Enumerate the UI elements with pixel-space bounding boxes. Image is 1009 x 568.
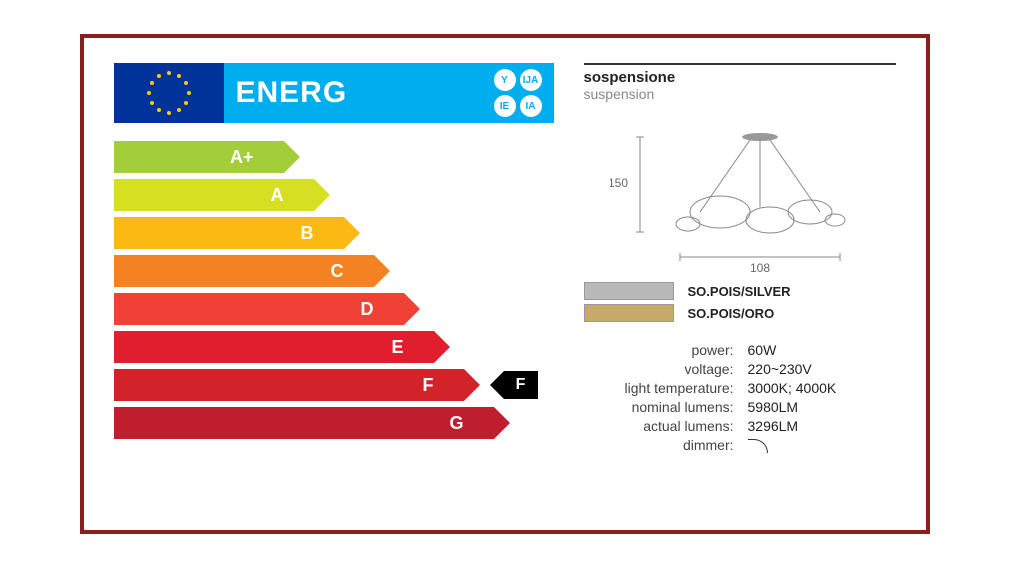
rating-bar: C [114,255,374,287]
spec-key: light temperature: [584,380,734,396]
spec-key: voltage: [584,361,734,377]
rating-row-d: D [114,293,554,325]
spec-value [748,437,896,454]
suffix-ie: IE [494,95,516,117]
spec-value: 60W [748,342,896,358]
rating-arrow-tip [434,331,450,363]
spec-value: 3296LM [748,418,896,434]
spec-value: 3000K; 4000K [748,380,896,396]
eu-stars-icon [139,63,199,123]
spec-block: power: 60W voltage: 220~230V light temperatu… [584,342,896,454]
rating-arrow-tip [494,407,510,439]
rating-row-b: B [114,217,554,249]
product-title-block: sospensione suspension [584,63,896,102]
spec-key: nominal lumens: [584,399,734,415]
energ-suffix-grid: Y IJA IE IA [494,69,542,117]
energ-block: ENERG Y IJA IE IA [224,63,554,123]
rating-bar: A+ [114,141,284,173]
title-english: suspension [584,86,896,102]
rating-arrow-tip [464,369,480,401]
suffix-y: Y [494,69,516,91]
product-info-column: sospensione suspension [554,63,896,505]
dimmer-icon [748,439,768,453]
rating-arrow-tip [404,293,420,325]
rating-bar: F [114,369,464,401]
dimension-diagram: 150 108 [584,112,896,272]
dim-height-label: 150 [610,176,628,190]
energy-rating-column: ENERG Y IJA IE IA A+ABCDEFFG [114,63,554,505]
rating-arrow-tip [314,179,330,211]
lamp-diagram-svg: 150 108 [610,112,870,272]
swatch-row: SO.POIS/SILVER [584,282,896,300]
rating-arrow-tip [284,141,300,173]
product-label-frame: ENERG Y IJA IE IA A+ABCDEFFG sospensione… [80,34,930,534]
spec-value: 220~230V [748,361,896,377]
rating-row-c: C [114,255,554,287]
swatch-row: SO.POIS/ORO [584,304,896,322]
spec-key: actual lumens: [584,418,734,434]
rating-bar: E [114,331,434,363]
rating-row-f: FF [114,369,554,401]
spec-value: 5980LM [748,399,896,415]
spec-key: power: [584,342,734,358]
rating-bar: D [114,293,404,325]
eu-flag [114,63,224,123]
spec-key: dimmer: [584,437,734,454]
rating-row-a: A [114,179,554,211]
rating-row-g: G [114,407,554,439]
swatch-chip [584,282,674,300]
rating-bar: B [114,217,344,249]
rating-arrow-tip [374,255,390,287]
swatch-block: SO.POIS/SILVER SO.POIS/ORO [584,282,896,322]
rating-bar: A [114,179,314,211]
energ-text: ENERG [236,76,348,110]
swatch-chip [584,304,674,322]
title-italian: sospensione [584,69,896,86]
selected-rating-indicator: F [504,371,538,399]
rating-list: A+ABCDEFFG [114,141,554,439]
rating-arrow-tip [344,217,360,249]
suffix-ia: IA [520,95,542,117]
rating-row-e: E [114,331,554,363]
swatch-code: SO.POIS/ORO [688,306,775,321]
swatch-code: SO.POIS/SILVER [688,284,791,299]
dim-width-label: 108 [749,261,769,272]
suffix-ija: IJA [520,69,542,91]
rating-row-aplus: A+ [114,141,554,173]
rating-bar: G [114,407,494,439]
energy-header: ENERG Y IJA IE IA [114,63,554,123]
